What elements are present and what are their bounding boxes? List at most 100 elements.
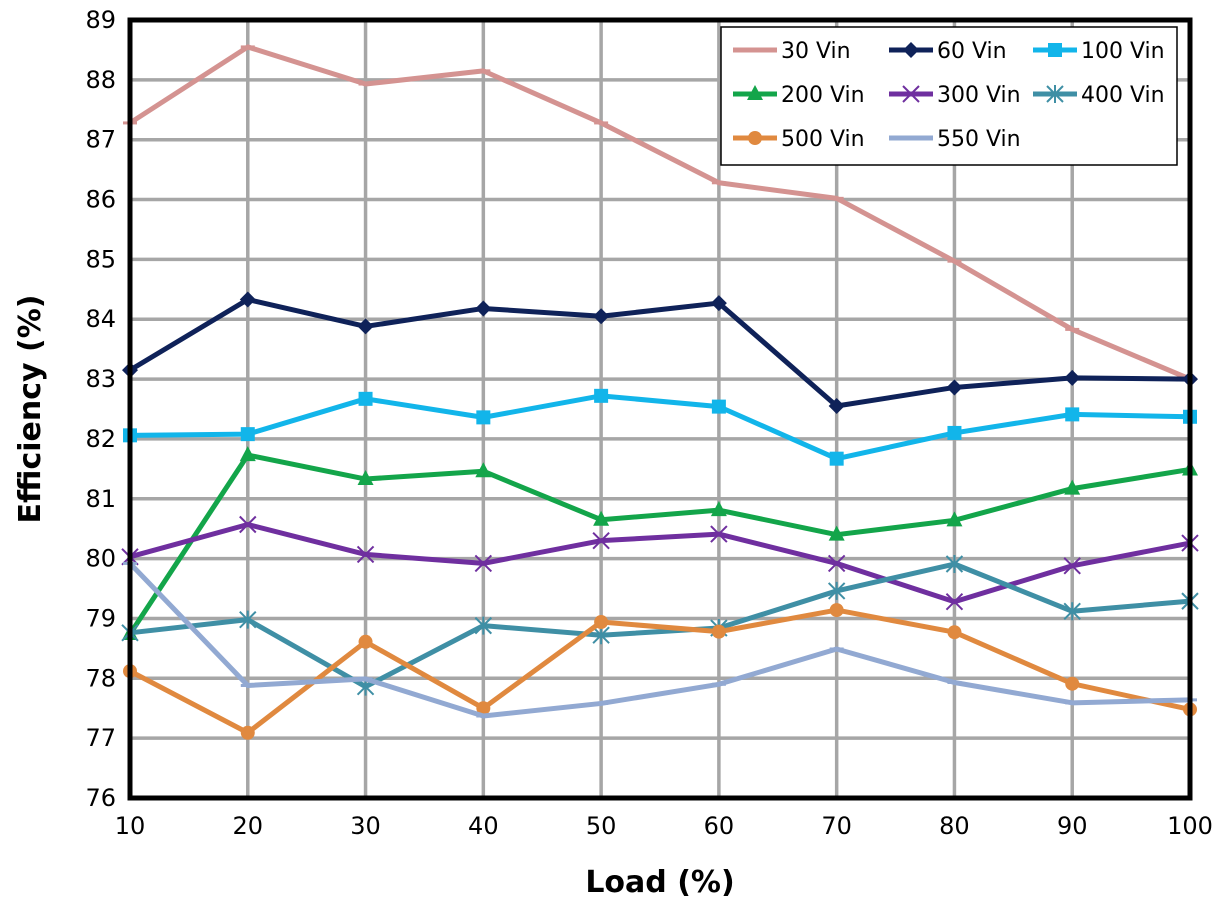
data-point: [828, 525, 845, 541]
data-point: [946, 379, 963, 396]
data-point: [358, 391, 373, 406]
data-point: [357, 470, 374, 486]
data-point: [829, 603, 844, 618]
legend-item: 550 Vin: [889, 127, 1021, 152]
y-axis-title: Efficiency (%): [13, 295, 48, 524]
x-tick-label: 100: [1167, 812, 1213, 840]
data-point: [594, 615, 609, 630]
series-line: [127, 607, 1193, 736]
data-point: [827, 554, 846, 573]
series-30-vin: [123, 44, 1197, 382]
data-point: [827, 581, 846, 600]
data-point: [828, 398, 845, 415]
data-point: [1063, 602, 1081, 621]
y-tick-label: 80: [85, 545, 116, 573]
data-point: [476, 410, 491, 425]
series-line: [127, 522, 1193, 605]
legend-label: 100 Vin: [1081, 39, 1165, 64]
y-tick-label: 81: [85, 485, 116, 513]
data-point: [711, 624, 726, 639]
data-point: [240, 427, 255, 442]
series-line: [127, 296, 1193, 409]
y-tick-label: 89: [85, 6, 116, 34]
legend-marker: [1046, 85, 1064, 103]
data-point: [1064, 479, 1081, 495]
legend-item: 500 Vin: [733, 127, 865, 152]
x-tick-label: 10: [115, 812, 146, 840]
legend-label: 400 Vin: [1081, 83, 1165, 108]
data-point: [710, 525, 728, 543]
data-point: [239, 515, 257, 534]
legend-item: 300 Vin: [889, 83, 1021, 108]
series-line: [127, 44, 1193, 382]
series-60-vin: [122, 291, 1198, 415]
legend-item: 200 Vin: [733, 83, 865, 108]
legend-item: 30 Vin: [733, 39, 851, 64]
y-tick-labels: 76 77 78 79 80 81 82 83 84 85 86 87 88 89: [85, 6, 116, 812]
legend: 30 Vin 60 Vin 100 Vin 200 Vin 300 Vin 400 Vin…: [720, 26, 1178, 166]
series-200-vin: [122, 446, 1198, 641]
legend-label: 30 Vin: [781, 39, 851, 64]
series-line: [127, 560, 1193, 719]
data-point: [592, 626, 610, 645]
data-point: [358, 634, 373, 649]
data-point: [1065, 407, 1080, 422]
x-tick-label: 70: [821, 812, 852, 840]
legend-label: 300 Vin: [937, 83, 1021, 108]
data-point: [946, 511, 963, 527]
data-point: [593, 308, 610, 325]
data-point: [357, 318, 374, 335]
data-point: [1065, 676, 1080, 691]
data-point: [239, 610, 257, 629]
legend-item: 100 Vin: [1033, 39, 1165, 64]
data-point: [945, 592, 964, 611]
legend-item: 60 Vin: [889, 39, 1007, 64]
legend-label: 60 Vin: [937, 39, 1007, 64]
series-line: [127, 393, 1193, 462]
y-tick-label: 84: [85, 305, 116, 333]
legend-box: [720, 26, 1178, 166]
data-point: [475, 462, 492, 478]
data-point: [356, 545, 375, 564]
legend-label: 500 Vin: [781, 127, 865, 152]
y-tick-label: 87: [85, 126, 116, 154]
data-point: [475, 300, 492, 317]
data-point: [239, 291, 256, 308]
x-tick-label: 60: [704, 812, 735, 840]
data-point: [239, 446, 256, 462]
data-point: [710, 501, 727, 517]
data-point: [593, 510, 610, 526]
data-point: [594, 388, 609, 403]
data-point: [710, 295, 727, 312]
y-tick-label: 78: [85, 664, 116, 692]
data-point: [1063, 557, 1081, 575]
plot-area-border: [127, 17, 1193, 801]
y-tick-label: 76: [85, 784, 116, 812]
y-tick-label: 86: [85, 186, 116, 214]
y-tick-label: 79: [85, 604, 116, 632]
data-point: [1064, 369, 1081, 386]
legend-marker: [902, 85, 920, 103]
x-tick-labels: 10 20 30 40 50 60 70 80 90 100: [115, 812, 1213, 840]
series-lines: [121, 44, 1199, 740]
legend-marker: [903, 42, 919, 58]
y-tick-label: 83: [85, 365, 116, 393]
data-point: [592, 531, 610, 550]
series-100-vin: [123, 388, 1197, 466]
data-point: [711, 399, 726, 414]
data-point: [474, 616, 493, 635]
x-tick-label: 90: [1057, 812, 1088, 840]
data-point: [947, 625, 962, 640]
legend-label: 200 Vin: [781, 83, 865, 108]
x-tick-label: 40: [468, 812, 499, 840]
legend-marker: [748, 131, 762, 145]
legend-marker: [1048, 43, 1062, 57]
legend-label: 550 Vin: [937, 127, 1021, 152]
data-point: [947, 425, 962, 440]
data-point: [829, 451, 844, 466]
series-line: [127, 561, 1193, 690]
x-tick-label: 50: [586, 812, 617, 840]
x-tick-label: 80: [939, 812, 970, 840]
data-point: [945, 555, 964, 574]
